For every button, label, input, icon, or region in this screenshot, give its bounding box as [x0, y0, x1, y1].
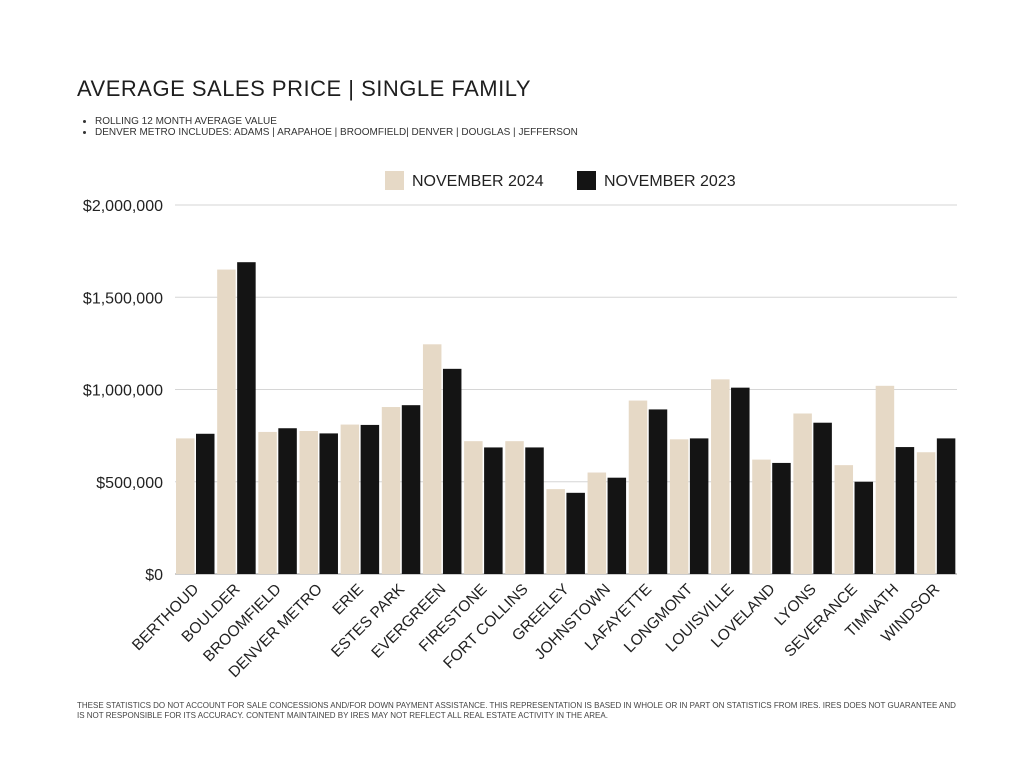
bar-november-2024 [505, 441, 524, 574]
y-tick-label: $2,000,000 [83, 198, 163, 215]
bar-november-2023 [648, 409, 668, 574]
y-tick-label: $1,500,000 [83, 290, 163, 307]
legend-swatch [385, 171, 404, 190]
legend-label: NOVEMBER 2024 [412, 173, 544, 190]
y-tick-label: $500,000 [96, 475, 163, 492]
bar-november-2024 [834, 465, 854, 574]
bar-november-2023 [442, 368, 462, 574]
bar-november-2024 [422, 344, 442, 574]
chart-notes: ROLLING 12 MONTH AVERAGE VALUE DENVER ME… [77, 116, 578, 138]
bar-november-2023 [895, 447, 915, 574]
bar-november-2024 [628, 400, 648, 574]
bar-november-2024 [916, 452, 936, 574]
bar-november-2023 [319, 433, 338, 574]
note-item: DENVER METRO INCLUDES: ADAMS | ARAPAHOE … [95, 127, 578, 138]
bar-november-2023 [401, 405, 421, 574]
bar-november-2024 [299, 431, 318, 574]
bar-chart: $0 $500,000 $1,000,000 $1,500,000 $2,000,000… [83, 171, 957, 681]
chart-title: AVERAGE SALES PRICE | SINGLE FAMILY [77, 76, 531, 101]
bar-november-2024 [669, 439, 689, 574]
bar-november-2023 [607, 477, 627, 574]
bar-november-2023 [484, 447, 503, 574]
bar-november-2024 [711, 379, 730, 574]
x-tick-label: ERIE [329, 581, 367, 619]
bar-november-2023 [525, 447, 544, 574]
bar-november-2023 [772, 462, 791, 574]
bar-november-2024 [752, 459, 771, 574]
bar-november-2023 [196, 433, 215, 574]
bar-november-2024 [340, 424, 360, 574]
note-item: ROLLING 12 MONTH AVERAGE VALUE [95, 116, 578, 127]
legend-label: NOVEMBER 2023 [604, 173, 736, 190]
bar-november-2024 [793, 413, 812, 574]
bar-november-2023 [237, 262, 256, 574]
bar-november-2023 [731, 387, 750, 574]
bar-november-2023 [278, 428, 297, 574]
bar-november-2024 [875, 385, 895, 574]
bar-november-2024 [546, 489, 565, 574]
disclaimer-text: THESE STATISTICS DO NOT ACCOUNT FOR SALE… [77, 701, 956, 720]
bar-november-2023 [813, 422, 832, 574]
bar-november-2023 [566, 492, 585, 574]
bar-november-2024 [176, 438, 195, 574]
bar-november-2023 [854, 481, 874, 574]
bar-november-2023 [936, 438, 956, 574]
bar-november-2024 [464, 441, 483, 574]
y-tick-label: $1,000,000 [83, 383, 163, 400]
bar-november-2024 [381, 407, 401, 574]
bar-november-2024 [587, 472, 607, 574]
bar-november-2023 [360, 424, 380, 574]
y-tick-label: $0 [145, 567, 163, 584]
bar-november-2024 [258, 431, 277, 574]
bar-november-2024 [217, 269, 236, 574]
legend-swatch [577, 171, 596, 190]
bar-november-2023 [689, 438, 709, 574]
